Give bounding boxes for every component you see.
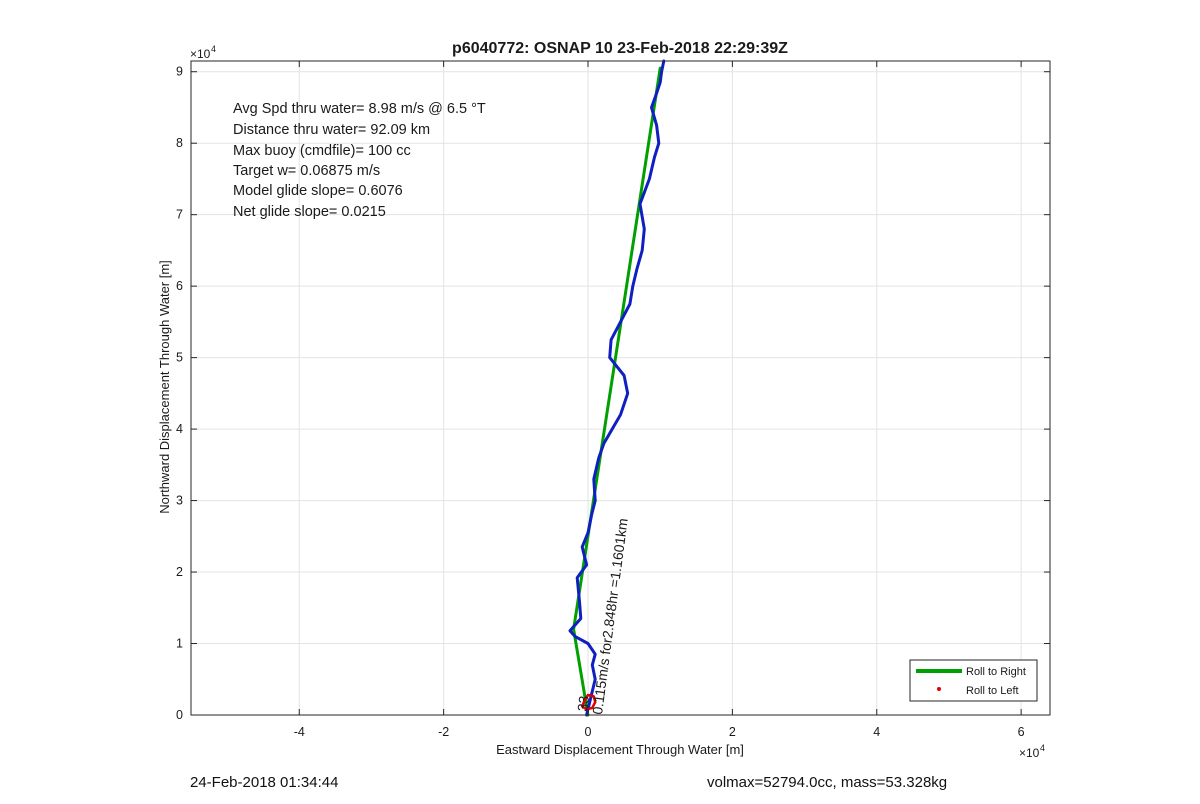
current-label-overlap: 33 bbox=[574, 695, 592, 713]
footer-timestamp: 24-Feb-2018 01:34:44 bbox=[190, 774, 339, 791]
legend-label-roll-left: Roll to Left bbox=[966, 685, 1019, 697]
x-tick-label: -2 bbox=[438, 725, 449, 739]
chart-title: p6040772: OSNAP 10 23-Feb-2018 22:29:39Z bbox=[452, 40, 788, 57]
y-tick-label: 4 bbox=[176, 422, 183, 436]
y-tick-label: 7 bbox=[176, 208, 183, 222]
axes-box bbox=[190, 60, 1051, 716]
y-tick-label: 0 bbox=[176, 708, 183, 722]
legend: Roll to Right Roll to Left bbox=[909, 659, 1038, 702]
x-tick-label: -4 bbox=[294, 725, 305, 739]
legend-box bbox=[909, 659, 1038, 702]
series-track-line bbox=[568, 59, 666, 717]
y-exponent-power: 4 bbox=[211, 44, 216, 54]
annotation-avg-speed: Avg Spd thru water= 8.98 m/s @ 6.5 °T bbox=[233, 101, 486, 117]
series-roll-left-loop bbox=[580, 693, 597, 711]
y-tick-label: 5 bbox=[176, 351, 183, 365]
annotation-model-glide: Model glide slope= 0.6076 bbox=[233, 183, 403, 199]
y-exponent: ×10 4 bbox=[190, 44, 216, 61]
annotation-net-glide: Net glide slope= 0.0215 bbox=[233, 204, 386, 220]
x-tick-label: 6 bbox=[1018, 725, 1025, 739]
ticks: -4 -2 0 2 4 6 0 1 2 3 4 5 6 7 8 9 bbox=[176, 61, 1050, 739]
y-tick-label: 3 bbox=[176, 494, 183, 508]
x-tick-label: 4 bbox=[873, 725, 880, 739]
y-tick-label: 1 bbox=[176, 637, 183, 651]
x-tick-label: 2 bbox=[729, 725, 736, 739]
annotation-distance: Distance thru water= 92.09 km bbox=[233, 122, 430, 138]
y-tick-label: 6 bbox=[176, 279, 183, 293]
footer-vol-mass: volmax=52794.0cc, mass=53.328kg bbox=[707, 774, 948, 791]
legend-swatch-roll-left bbox=[937, 687, 941, 691]
x-exponent-power: 4 bbox=[1040, 743, 1045, 753]
annotation-target-w: Target w= 0.06875 m/s bbox=[233, 163, 380, 179]
y-tick-label: 8 bbox=[176, 136, 183, 150]
x-tick-label: 0 bbox=[585, 725, 592, 739]
x-exponent: ×10 4 bbox=[1019, 743, 1045, 760]
x-axis-label: Eastward Displacement Through Water [m] bbox=[496, 742, 744, 757]
y-axis-label: Northward Displacement Through Water [m] bbox=[157, 260, 172, 514]
grid bbox=[191, 61, 1050, 716]
series-layer bbox=[568, 59, 666, 717]
series-roll-right-line bbox=[572, 66, 662, 717]
y-tick-label: 2 bbox=[176, 565, 183, 579]
annotations: Avg Spd thru water= 8.98 m/s @ 6.5 °T Di… bbox=[233, 101, 486, 220]
y-tick-label: 9 bbox=[176, 65, 183, 79]
y-exponent-base: ×10 bbox=[190, 47, 211, 61]
x-exponent-base: ×10 bbox=[1019, 746, 1040, 760]
annotation-max-buoy: Max buoy (cmdfile)= 100 cc bbox=[233, 143, 411, 159]
legend-label-roll-right: Roll to Right bbox=[966, 666, 1026, 678]
